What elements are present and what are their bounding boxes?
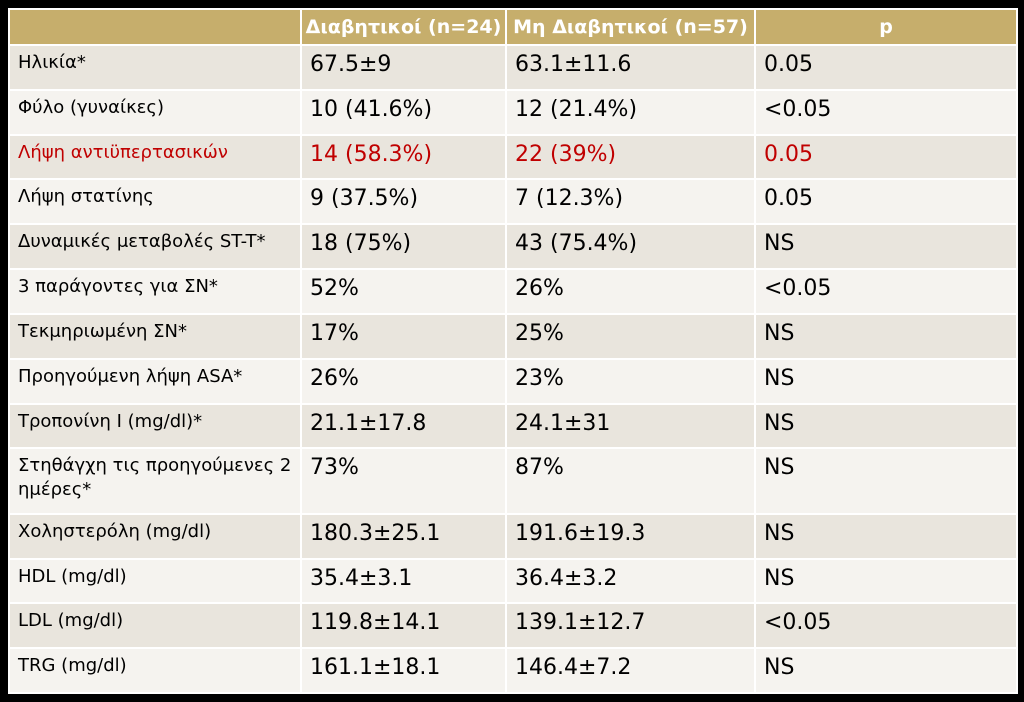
row-label: Δυναμικές μεταβολές ST-T* bbox=[10, 225, 300, 269]
header-non-diabetic: Μη Διαβητικοί (n=57) bbox=[507, 10, 754, 44]
row-label: Λήψη αντιϋπερτασικών bbox=[10, 135, 300, 179]
row-label: Φύλο (γυναίκες) bbox=[10, 90, 300, 134]
p-value: NS bbox=[756, 649, 1016, 692]
table-row: Στηθάγχη τις προηγούμενες 2 ημέρες* 73% … bbox=[10, 449, 1016, 513]
non-diabetic-value: 12 (21.4%) bbox=[507, 90, 754, 134]
header-p-value: p bbox=[756, 10, 1016, 44]
non-diabetic-value: 43 (75.4%) bbox=[507, 225, 754, 269]
diabetic-value: 9 (37.5%) bbox=[302, 180, 505, 224]
row-label: Στηθάγχη τις προηγούμενες 2 ημέρες* bbox=[10, 449, 300, 513]
row-label: HDL (mg/dl) bbox=[10, 559, 300, 603]
row-label: 3 παράγοντες για ΣΝ* bbox=[10, 270, 300, 313]
table-row: Ηλικία* 67.5±9 63.1±11.6 0.05 bbox=[10, 46, 1016, 89]
non-diabetic-value: 191.6±19.3 bbox=[507, 514, 754, 558]
diabetic-value: 17% bbox=[302, 314, 505, 358]
table-row: Δυναμικές μεταβολές ST-T* 18 (75%) 43 (7… bbox=[10, 225, 1016, 269]
p-value: NS bbox=[756, 514, 1016, 558]
row-label: Ηλικία* bbox=[10, 46, 300, 89]
table-row-highlighted: Λήψη αντιϋπερτασικών 14 (58.3%) 22 (39%)… bbox=[10, 135, 1016, 179]
row-label: Λήψη στατίνης bbox=[10, 180, 300, 224]
non-diabetic-value: 22 (39%) bbox=[507, 135, 754, 179]
diabetic-value: 26% bbox=[302, 359, 505, 403]
diabetic-value: 14 (58.3%) bbox=[302, 135, 505, 179]
non-diabetic-value: 26% bbox=[507, 270, 754, 313]
table-row: 3 παράγοντες για ΣΝ* 52% 26% <0.05 bbox=[10, 270, 1016, 313]
p-value: NS bbox=[756, 314, 1016, 358]
diabetic-value: 35.4±3.1 bbox=[302, 559, 505, 603]
p-value: NS bbox=[756, 559, 1016, 603]
non-diabetic-value: 36.4±3.2 bbox=[507, 559, 754, 603]
table-row: Προηγούμενη λήψη ASA* 26% 23% NS bbox=[10, 359, 1016, 403]
comparison-table-container: Διαβητικοί (n=24) Μη Διαβητικοί (n=57) p… bbox=[8, 8, 1018, 694]
non-diabetic-value: 24.1±31 bbox=[507, 404, 754, 448]
p-value: <0.05 bbox=[756, 270, 1016, 313]
header-diabetic: Διαβητικοί (n=24) bbox=[302, 10, 505, 44]
non-diabetic-value: 139.1±12.7 bbox=[507, 604, 754, 648]
table-row: HDL (mg/dl) 35.4±3.1 36.4±3.2 NS bbox=[10, 559, 1016, 603]
diabetic-value: 161.1±18.1 bbox=[302, 649, 505, 692]
row-label: Προηγούμενη λήψη ASA* bbox=[10, 359, 300, 403]
non-diabetic-value: 63.1±11.6 bbox=[507, 46, 754, 89]
row-label: LDL (mg/dl) bbox=[10, 604, 300, 648]
row-label: TRG (mg/dl) bbox=[10, 649, 300, 692]
diabetic-value: 18 (75%) bbox=[302, 225, 505, 269]
p-value: 0.05 bbox=[756, 180, 1016, 224]
table-row: Λήψη στατίνης 9 (37.5%) 7 (12.3%) 0.05 bbox=[10, 180, 1016, 224]
diabetic-value: 180.3±25.1 bbox=[302, 514, 505, 558]
p-value: NS bbox=[756, 404, 1016, 448]
table-row: LDL (mg/dl) 119.8±14.1 139.1±12.7 <0.05 bbox=[10, 604, 1016, 648]
diabetic-value: 21.1±17.8 bbox=[302, 404, 505, 448]
table-row: Φύλο (γυναίκες) 10 (41.6%) 12 (21.4%) <0… bbox=[10, 90, 1016, 134]
non-diabetic-value: 87% bbox=[507, 449, 754, 513]
header-variable bbox=[10, 10, 300, 44]
p-value: 0.05 bbox=[756, 46, 1016, 89]
table-row: TRG (mg/dl) 161.1±18.1 146.4±7.2 NS bbox=[10, 649, 1016, 692]
table-header-row: Διαβητικοί (n=24) Μη Διαβητικοί (n=57) p bbox=[10, 10, 1016, 44]
row-label: Χοληστερόλη (mg/dl) bbox=[10, 514, 300, 558]
non-diabetic-value: 23% bbox=[507, 359, 754, 403]
diabetic-value: 119.8±14.1 bbox=[302, 604, 505, 648]
p-value: <0.05 bbox=[756, 90, 1016, 134]
diabetic-value: 10 (41.6%) bbox=[302, 90, 505, 134]
non-diabetic-value: 7 (12.3%) bbox=[507, 180, 754, 224]
p-value: NS bbox=[756, 449, 1016, 513]
diabetic-value: 73% bbox=[302, 449, 505, 513]
diabetic-value: 67.5±9 bbox=[302, 46, 505, 89]
diabetic-value: 52% bbox=[302, 270, 505, 313]
comparison-table: Διαβητικοί (n=24) Μη Διαβητικοί (n=57) p… bbox=[8, 8, 1018, 694]
table-row: Τεκμηριωμένη ΣΝ* 17% 25% NS bbox=[10, 314, 1016, 358]
table-row: Τροπονίνη I (mg/dl)* 21.1±17.8 24.1±31 N… bbox=[10, 404, 1016, 448]
row-label: Τροπονίνη I (mg/dl)* bbox=[10, 404, 300, 448]
p-value: <0.05 bbox=[756, 604, 1016, 648]
row-label: Τεκμηριωμένη ΣΝ* bbox=[10, 314, 300, 358]
non-diabetic-value: 25% bbox=[507, 314, 754, 358]
p-value: NS bbox=[756, 359, 1016, 403]
p-value: 0.05 bbox=[756, 135, 1016, 179]
non-diabetic-value: 146.4±7.2 bbox=[507, 649, 754, 692]
table-row: Χοληστερόλη (mg/dl) 180.3±25.1 191.6±19.… bbox=[10, 514, 1016, 558]
p-value: NS bbox=[756, 225, 1016, 269]
